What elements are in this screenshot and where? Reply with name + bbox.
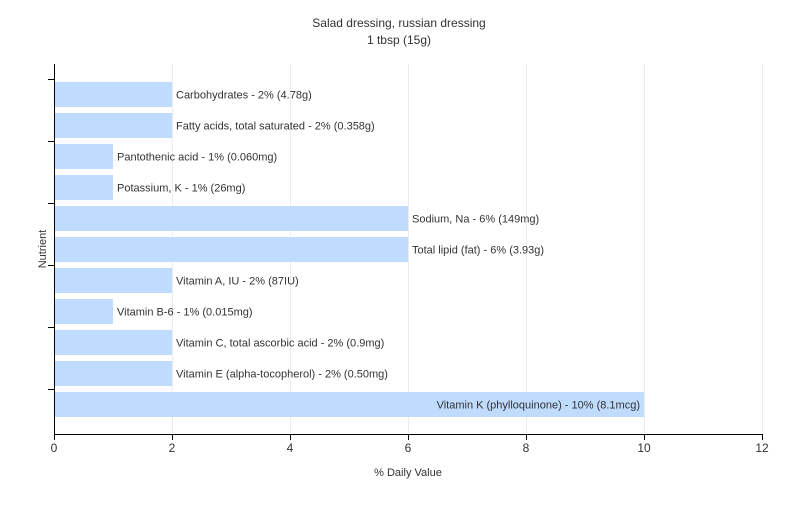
- x-axis-title: % Daily Value: [374, 467, 442, 479]
- bar: [55, 82, 172, 107]
- x-tick-label: 10: [637, 441, 651, 455]
- chart-title: Salad dressing, russian dressing: [312, 16, 485, 30]
- bar: [55, 237, 408, 262]
- bars: Carbohydrates - 2% (4.78g) Fatty acids, t…: [55, 82, 644, 417]
- x-tick-label: 0: [51, 441, 58, 455]
- bar-label: Vitamin K (phylloquinone) - 10% (8.1mcg): [437, 400, 640, 412]
- bar: [55, 392, 644, 417]
- bar: [55, 330, 172, 355]
- x-tick-label: 12: [755, 441, 769, 455]
- x-tick-label: 2: [169, 441, 176, 455]
- bar-label: Vitamin C, total ascorbic acid - 2% (0.9…: [176, 338, 384, 350]
- bar-label: Sodium, Na - 6% (149mg): [412, 214, 539, 226]
- bar-label: Pantothenic acid - 1% (0.060mg): [117, 152, 277, 164]
- chart-subtitle: 1 tbsp (15g): [367, 33, 431, 47]
- bar: [55, 361, 172, 386]
- axes: 0 2 4 6 8 10 12: [48, 64, 769, 455]
- bar-label: Potassium, K - 1% (26mg): [117, 183, 245, 195]
- bar: [55, 113, 172, 138]
- bar-label: Fatty acids, total saturated - 2% (0.358…: [176, 121, 375, 133]
- bar-label: Total lipid (fat) - 6% (3.93g): [412, 245, 544, 257]
- bar-label: Vitamin A, IU - 2% (87IU): [176, 276, 299, 288]
- grid: [172, 64, 763, 434]
- x-tick-label: 4: [287, 441, 294, 455]
- bar-label: Vitamin E (alpha-tocopherol) - 2% (0.50m…: [176, 369, 388, 381]
- bar: [55, 175, 113, 200]
- bar: [55, 144, 113, 169]
- bar: [55, 206, 408, 231]
- bar: [55, 268, 172, 293]
- bar: [55, 299, 113, 324]
- x-tick-label: 8: [523, 441, 530, 455]
- y-axis-title: Nutrient: [37, 230, 49, 269]
- bar-label: Vitamin B-6 - 1% (0.015mg): [117, 307, 253, 319]
- x-tick-label: 6: [405, 441, 412, 455]
- bar-label: Carbohydrates - 2% (4.78g): [176, 90, 312, 102]
